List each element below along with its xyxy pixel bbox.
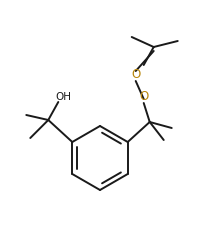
- Text: OH: OH: [55, 92, 71, 102]
- Text: O: O: [131, 68, 140, 81]
- Text: O: O: [139, 90, 148, 104]
